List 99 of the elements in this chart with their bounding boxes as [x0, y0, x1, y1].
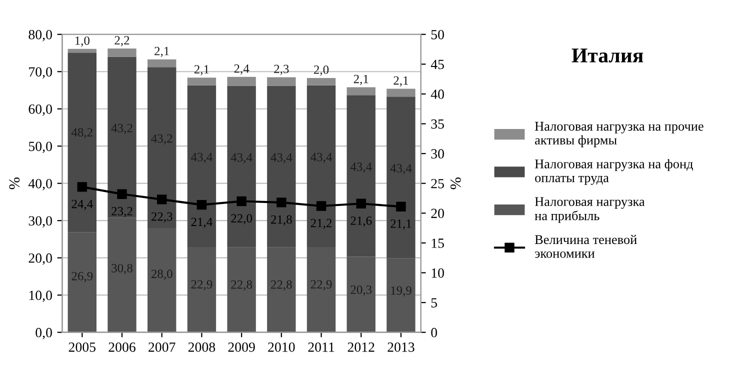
- data-label: 21,6: [350, 216, 372, 227]
- x-tick-label: 2011: [308, 342, 334, 352]
- y-tick-label: 70,0: [29, 67, 52, 79]
- legend-label: Налоговая нагрузка на прочие активы фирмы: [534, 122, 704, 148]
- bar: [68, 52, 96, 232]
- point: [236, 196, 246, 206]
- bar: [148, 67, 176, 228]
- y-tick-label: 80,0: [28, 30, 52, 42]
- legend-label: Величина теневой экономики: [534, 234, 637, 258]
- y2-tick-label: 0: [431, 328, 438, 338]
- bar: [346, 87, 376, 96]
- x-tick-label: 2005: [68, 342, 96, 352]
- data-label: 21,8: [271, 215, 292, 226]
- y2-axis-title: %: [450, 178, 461, 190]
- bar: [227, 247, 256, 332]
- bar: [108, 48, 136, 57]
- y2-tick-label: 45: [430, 60, 444, 70]
- bar: [386, 88, 416, 97]
- data-label: 2,2: [114, 36, 130, 46]
- data-label: 22,9: [310, 280, 332, 290]
- data-label: 22,9: [191, 280, 212, 290]
- bar: [386, 258, 416, 332]
- x-tick-label: 2012: [348, 342, 374, 352]
- data-label: 2,1: [394, 76, 408, 87]
- y-tick-label: 30,0: [28, 216, 52, 228]
- data-label: 2,1: [354, 74, 368, 86]
- bar: [148, 228, 176, 332]
- bar: [306, 85, 336, 248]
- x-tick-label: 2010: [268, 342, 295, 352]
- y-tick-label: 50,0: [29, 142, 52, 154]
- bar: [267, 77, 296, 86]
- y2-tick-label: 50: [431, 30, 444, 40]
- data-label: 2,1: [194, 65, 209, 76]
- point: [316, 201, 326, 211]
- y-tick-label: 40,0: [28, 178, 52, 190]
- data-label: 2,1: [154, 46, 169, 58]
- y2-tick-label: 35: [431, 119, 444, 129]
- bar: [386, 96, 416, 258]
- data-label: 21,2: [310, 218, 332, 230]
- data-label: 2,3: [274, 64, 289, 75]
- data-label: 24,4: [72, 200, 93, 210]
- bar: [187, 247, 216, 332]
- bar: [148, 59, 176, 68]
- y2-tick-label: 15: [432, 238, 444, 248]
- bar: [187, 78, 216, 86]
- data-label: 2,4: [234, 64, 250, 75]
- y-tick-label: 20,0: [28, 253, 52, 265]
- x-tick-label: 2007: [148, 342, 176, 352]
- data-label: 22,3: [151, 212, 172, 223]
- point: [77, 182, 88, 192]
- bar: [227, 86, 256, 248]
- bar: [227, 76, 256, 86]
- bar: [306, 247, 336, 332]
- y2-tick-label: 40: [430, 90, 444, 99]
- bar: [68, 232, 96, 332]
- x-tick-label: 2006: [108, 342, 136, 352]
- y-axis-title: %: [9, 178, 20, 190]
- data-label: 20,3: [350, 285, 372, 296]
- data-label: 19,9: [391, 286, 412, 297]
- data-label: 30,8: [112, 264, 132, 274]
- bar: [187, 85, 216, 248]
- x-tick-label: 2013: [388, 342, 414, 352]
- legend-label: Налоговая нагрузка на прибыль: [534, 197, 645, 223]
- data-label: 28,0: [151, 270, 172, 280]
- y2-tick-label: 5: [431, 298, 438, 308]
- point: [196, 200, 207, 210]
- data-label: 21,4: [191, 218, 212, 228]
- y2-tick-label: 30: [431, 149, 444, 159]
- bar: [68, 48, 96, 53]
- x-tick-label: 2008: [188, 342, 216, 352]
- legend-label: Налоговая нагрузка на фонд оплаты труда: [534, 159, 693, 185]
- point: [156, 194, 167, 204]
- data-label: 23,2: [112, 206, 132, 218]
- data-label: 1,0: [75, 36, 90, 47]
- bar: [108, 218, 136, 332]
- bar: [306, 78, 336, 86]
- data-label: 2,0: [314, 65, 329, 76]
- y2-tick-label: 25: [431, 178, 444, 188]
- y-tick-label: 10,0: [29, 290, 52, 302]
- bar: [267, 86, 296, 248]
- bar: [346, 256, 376, 332]
- y2-tick-label: 10: [432, 268, 444, 278]
- bar: [346, 95, 376, 257]
- text: Италия: [572, 48, 644, 63]
- data-label: 22,0: [231, 214, 252, 224]
- data-label: 21,1: [390, 219, 412, 230]
- point: [276, 198, 286, 208]
- x-tick-label: 2009: [228, 342, 255, 352]
- bar: [108, 56, 136, 218]
- y-tick-label: 0,0: [36, 328, 52, 340]
- bar: [267, 247, 296, 332]
- y2-tick-label: 20: [431, 208, 444, 218]
- data-label: 22,8: [271, 280, 292, 291]
- data-label: 22,8: [231, 280, 252, 291]
- point: [396, 202, 406, 212]
- y-tick-label: 60,0: [28, 104, 52, 116]
- point: [356, 198, 366, 208]
- point: [117, 189, 127, 199]
- data-label: 26,9: [72, 272, 93, 282]
